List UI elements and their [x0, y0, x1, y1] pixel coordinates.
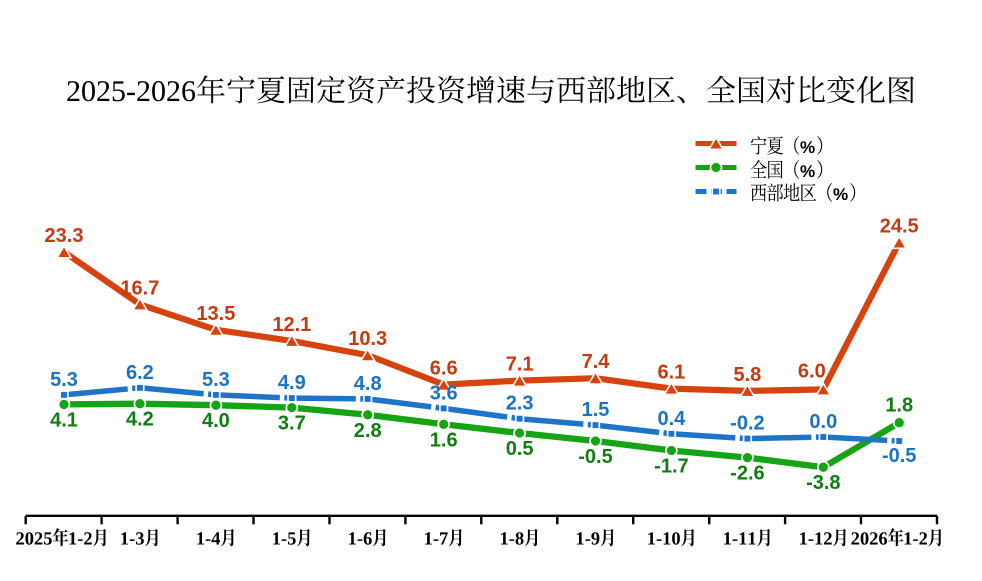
svg-text:16.7: 16.7: [120, 277, 159, 299]
svg-text:13.5: 13.5: [196, 303, 235, 325]
svg-text:-1.7: -1.7: [654, 456, 688, 478]
svg-text:6.1: 6.1: [657, 362, 685, 384]
svg-text:-0.2: -0.2: [730, 413, 764, 435]
svg-text:-0.5: -0.5: [578, 446, 612, 468]
svg-text:7.4: 7.4: [582, 351, 611, 373]
svg-text:0.4: 0.4: [657, 408, 686, 430]
svg-text:-3.8: -3.8: [806, 472, 840, 494]
svg-text:6.2: 6.2: [126, 362, 154, 384]
svg-text:0.5: 0.5: [506, 438, 534, 460]
svg-text:12.1: 12.1: [272, 314, 311, 336]
svg-text:4.0: 4.0: [202, 410, 230, 432]
svg-text:5.8: 5.8: [733, 364, 761, 386]
svg-text:2.8: 2.8: [354, 420, 382, 442]
svg-text:4.9: 4.9: [278, 372, 306, 394]
svg-text:-2.6: -2.6: [730, 463, 764, 485]
svg-text:7.1: 7.1: [506, 354, 534, 376]
svg-text:1.6: 1.6: [430, 429, 458, 451]
svg-text:5.3: 5.3: [50, 369, 78, 391]
svg-text:-0.5: -0.5: [882, 445, 916, 467]
svg-text:1.8: 1.8: [885, 395, 913, 417]
svg-text:4.8: 4.8: [354, 373, 382, 395]
svg-text:4.1: 4.1: [50, 409, 78, 431]
svg-text:10.3: 10.3: [348, 328, 387, 350]
svg-text:1.5: 1.5: [582, 399, 610, 421]
svg-text:4.2: 4.2: [126, 409, 154, 431]
svg-text:2.3: 2.3: [506, 393, 534, 415]
svg-text:0.0: 0.0: [809, 411, 837, 433]
svg-text:3.6: 3.6: [430, 382, 458, 404]
svg-text:6.0: 6.0: [798, 360, 826, 382]
svg-text:5.3: 5.3: [202, 369, 230, 391]
svg-text:24.5: 24.5: [880, 216, 919, 238]
svg-text:3.7: 3.7: [278, 413, 306, 435]
svg-text:6.6: 6.6: [430, 358, 458, 380]
svg-text:23.3: 23.3: [45, 225, 84, 247]
